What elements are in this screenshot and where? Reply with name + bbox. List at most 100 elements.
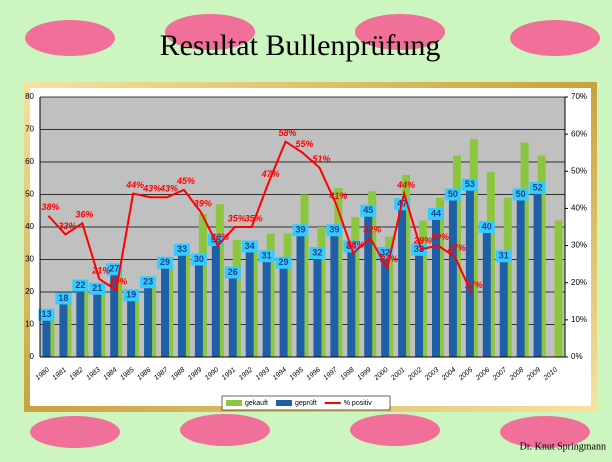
line-label: 47%	[261, 169, 280, 179]
data-label-box	[292, 224, 309, 237]
data-label-box	[224, 266, 241, 279]
bar	[42, 314, 51, 357]
data-label: 53	[465, 179, 475, 189]
line-label: 35%	[228, 213, 246, 223]
data-label-box	[478, 221, 495, 233]
data-label: 19	[126, 290, 136, 300]
y2-tick-label: 0%	[571, 352, 583, 361]
data-label-box	[326, 224, 343, 237]
footer: Dr. Knut Springmann	[520, 441, 606, 452]
data-label: 26	[228, 267, 238, 277]
line-label: 38%	[41, 202, 59, 212]
line-label: 27%	[447, 243, 466, 253]
data-label-box	[106, 263, 123, 276]
y-tick-label: 0	[30, 352, 35, 361]
bar	[364, 210, 373, 357]
bar	[431, 214, 440, 357]
line-label: 30%	[431, 232, 449, 242]
bar	[127, 295, 136, 357]
line-label: 30%	[211, 232, 229, 242]
line-label: 36%	[75, 210, 93, 220]
data-label-box	[258, 250, 275, 263]
legend-swatch	[226, 400, 242, 406]
data-label: 45	[363, 205, 373, 215]
bar	[296, 230, 305, 357]
legend-box	[221, 395, 391, 411]
data-label-box	[411, 243, 428, 256]
line-label: 43%	[159, 184, 178, 194]
data-label-box	[140, 276, 157, 289]
bar	[59, 298, 68, 357]
data-label: 29	[279, 257, 289, 267]
y2-tick-label: 60%	[571, 129, 587, 138]
y-tick-label: 20	[25, 287, 34, 296]
y-tick-label: 60	[25, 157, 34, 166]
line-label: 33%	[58, 221, 76, 231]
bar	[93, 288, 102, 357]
slide-title: Resultat Bullenprüfung	[160, 29, 441, 62]
y-tick-label: 50	[25, 190, 34, 199]
y2-tick-label: 20%	[571, 278, 587, 287]
bar	[211, 240, 220, 357]
data-label: 33	[177, 244, 187, 254]
line-label: 21%	[91, 265, 110, 275]
line-label: 28%	[345, 239, 364, 249]
y2-tick-label: 40%	[571, 204, 587, 213]
line-label: 41%	[328, 191, 347, 201]
data-label-box	[72, 279, 89, 292]
data-label: 33	[414, 244, 424, 254]
bar	[398, 204, 407, 357]
bar	[499, 256, 508, 357]
line-label: 55%	[295, 139, 313, 149]
bar	[313, 253, 322, 357]
data-label-box	[495, 250, 512, 263]
bar	[381, 253, 390, 357]
y2-tick-label: 70%	[571, 92, 587, 101]
bar	[347, 246, 356, 357]
data-label: 39	[295, 225, 305, 235]
line-label: 17%	[465, 280, 483, 290]
legend-swatch	[275, 400, 292, 406]
line-label: 29%	[413, 236, 432, 246]
data-label: 27	[109, 264, 119, 274]
data-label-box	[461, 178, 478, 191]
line-label: 39%	[194, 199, 212, 209]
data-label-box	[512, 188, 529, 201]
data-label: 50	[516, 189, 526, 199]
bar	[554, 220, 563, 357]
data-label: 30	[194, 254, 204, 264]
data-label-box	[360, 204, 377, 217]
data-label-box	[173, 243, 190, 256]
data-label-box	[190, 253, 207, 266]
bar	[161, 262, 170, 357]
data-label: 44	[431, 208, 441, 218]
chart: 0 10 20 30 40 50 60 70 80 0% 10% 20% 30% 40% 50% 60% 70%…	[25, 92, 587, 411]
line-label: 24%	[379, 254, 398, 264]
data-label-box	[89, 282, 106, 295]
data-label: 31	[499, 251, 509, 261]
data-label-box	[38, 308, 55, 321]
y2-tick-label: 10%	[571, 315, 587, 324]
bar	[262, 256, 271, 357]
y2-tick-label: 30%	[571, 241, 587, 250]
y-tick-label: 80	[25, 92, 34, 101]
data-label-box	[123, 289, 140, 302]
y-tick-label: 10	[25, 320, 34, 329]
bar	[516, 194, 525, 357]
line-label: 44%	[396, 180, 415, 190]
bar	[465, 184, 474, 357]
data-label: 34	[245, 241, 255, 251]
data-label: 18	[58, 293, 68, 303]
bar	[415, 249, 424, 357]
bar	[110, 269, 119, 357]
bar	[533, 188, 542, 357]
data-label: 21	[92, 283, 102, 293]
data-label-box	[275, 256, 292, 269]
data-label: 31	[262, 251, 272, 261]
legend-label: % positiv	[344, 400, 373, 407]
line-label: 18%	[109, 277, 127, 287]
bar	[482, 227, 491, 357]
line-label: 35%	[245, 213, 263, 223]
data-label-box	[529, 182, 546, 194]
